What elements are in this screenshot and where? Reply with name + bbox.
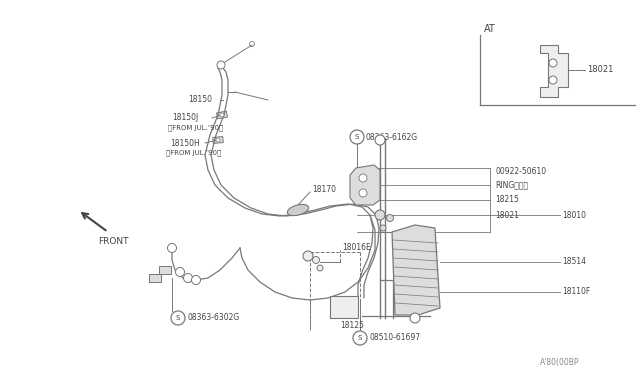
Circle shape [353,331,367,345]
Text: 18150: 18150 [188,96,212,105]
Text: 〈FROM JUL.’90〉: 〈FROM JUL.’90〉 [168,125,223,131]
Text: RINGリング: RINGリング [495,180,528,189]
Text: 18514: 18514 [562,257,586,266]
Circle shape [387,215,394,221]
Text: 18170: 18170 [312,186,336,195]
Circle shape [380,225,386,231]
Circle shape [303,251,313,261]
Text: A'80(00BP: A'80(00BP [540,357,579,366]
Text: 18125: 18125 [340,321,364,330]
Circle shape [350,130,364,144]
Bar [159,266,171,274]
Text: 18110F: 18110F [562,288,590,296]
Text: FRONT: FRONT [98,237,129,247]
Circle shape [191,276,200,285]
Text: 08363-6162G: 08363-6162G [366,132,418,141]
Polygon shape [392,225,440,315]
Text: 18150H: 18150H [170,138,200,148]
Text: S: S [176,315,180,321]
Circle shape [216,138,220,142]
Circle shape [184,273,193,282]
Text: 08363-6302G: 08363-6302G [187,314,239,323]
Circle shape [359,189,367,197]
Text: S: S [358,335,362,341]
Polygon shape [540,45,568,97]
Text: 00922-50610: 00922-50610 [495,167,546,176]
Text: 18150J: 18150J [172,113,198,122]
Text: 08510-61697: 08510-61697 [369,334,420,343]
Circle shape [317,265,323,271]
Bar [216,111,227,119]
Circle shape [359,174,367,182]
Text: AT: AT [484,24,496,34]
Text: 18021: 18021 [587,65,613,74]
Circle shape [171,311,185,325]
Circle shape [549,76,557,84]
Circle shape [410,313,420,323]
Circle shape [175,267,184,276]
Circle shape [312,257,319,263]
Ellipse shape [287,204,308,216]
Circle shape [168,244,177,253]
Text: 18016E: 18016E [342,244,371,253]
Text: S: S [355,134,359,140]
Text: 18021: 18021 [495,211,519,219]
Bar [149,274,161,282]
Circle shape [549,59,557,67]
Text: 18010: 18010 [562,211,586,219]
Bar [330,296,358,318]
Bar [212,137,223,144]
Text: 〈FROM JUL.’90〉: 〈FROM JUL.’90〉 [166,150,221,156]
Circle shape [375,210,385,220]
Text: 18215: 18215 [495,196,519,205]
Circle shape [217,61,225,69]
Circle shape [220,113,224,117]
Polygon shape [350,165,380,205]
Circle shape [375,135,385,145]
